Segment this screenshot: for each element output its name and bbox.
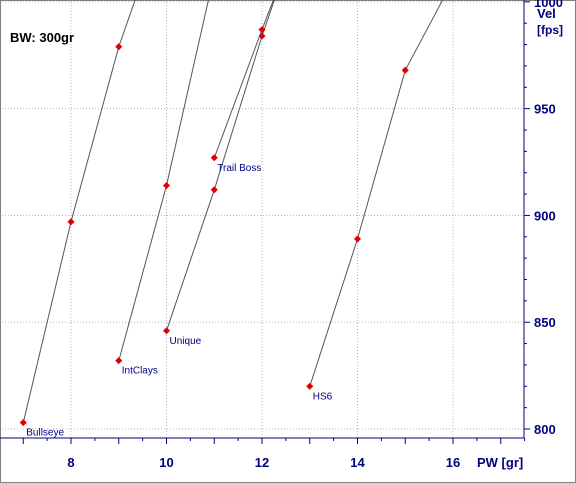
data-point [353, 235, 362, 243]
x-tick-label: 10 [159, 455, 173, 470]
x-tick-label: 16 [446, 455, 460, 470]
data-point [306, 382, 314, 390]
series-line [309, 0, 444, 387]
series-label: Trail Boss [217, 163, 261, 174]
y-tick-label: 900 [534, 208, 556, 223]
y-axis-title-vel: Vel [537, 6, 556, 21]
data-point [19, 419, 27, 427]
data-point [115, 43, 123, 51]
x-tick-label: 12 [255, 455, 269, 470]
series-label: Bullseye [26, 428, 64, 439]
data-point [210, 186, 218, 194]
y-tick-label: 950 [534, 102, 556, 117]
data-point [115, 357, 123, 365]
bullet-weight-annotation: BW: 300gr [10, 30, 75, 45]
series-line [213, 0, 274, 158]
x-axis-title: PW [gr] [477, 455, 523, 470]
x-tick-label: 8 [67, 455, 74, 470]
data-point [210, 154, 218, 162]
series-label: IntClays [122, 366, 158, 377]
series-label: HS6 [313, 391, 333, 402]
y-tick-label: 1000 [534, 0, 563, 10]
data-point [258, 26, 266, 34]
data-point [162, 181, 171, 190]
data-point [401, 66, 409, 74]
series-line [118, 0, 209, 361]
data-point [67, 218, 75, 226]
x-tick-label: 14 [350, 455, 365, 470]
y-tick-label: 800 [534, 422, 556, 437]
data-point [162, 327, 171, 335]
series-label: Unique [170, 336, 202, 347]
y-tick-label: 850 [534, 315, 556, 330]
y-axis-title-unit: [fps] [537, 23, 563, 37]
